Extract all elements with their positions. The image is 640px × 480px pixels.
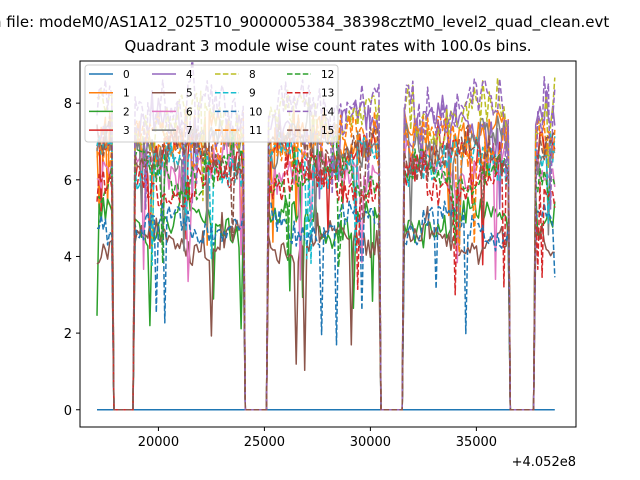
- plot-area: 20000 25000 30000 3500002468012345678910111…: [64, 60, 577, 450]
- series-line-5: [96, 205, 555, 411]
- legend-label: 15: [321, 125, 334, 137]
- axes-frame: [79, 60, 577, 428]
- legend-label: 6: [186, 106, 193, 118]
- chart-suptitle: n file: modeM0/AS1A12_025T10_9000005384_…: [0, 13, 609, 32]
- legend-label: 11: [249, 125, 262, 137]
- x-tick-label: 25000: [244, 435, 285, 450]
- chart-title: Quadrant 3 module wise count rates with …: [124, 37, 531, 55]
- legend-box: [84, 64, 339, 143]
- legend-label: 3: [123, 125, 130, 137]
- series-line-10: [96, 200, 556, 411]
- legend-label: 7: [186, 125, 193, 137]
- legend-label: 2: [123, 106, 130, 118]
- legend-label: 14: [321, 106, 335, 118]
- legend-label: 0: [123, 69, 130, 81]
- y-tick-label: 4: [64, 250, 72, 265]
- legend-label: 9: [249, 88, 256, 100]
- x-tick-label: 20000: [138, 435, 179, 450]
- legend-label: 4: [186, 69, 193, 81]
- y-tick-label: 0: [64, 404, 72, 419]
- legend-label: 10: [249, 106, 262, 118]
- x-tick-label: 30000: [350, 435, 391, 450]
- legend-label: 8: [249, 69, 256, 81]
- series-line-13: [96, 149, 556, 411]
- y-tick-label: 8: [64, 97, 72, 112]
- series-line-9: [96, 131, 556, 411]
- y-tick-label: 2: [64, 327, 72, 342]
- x-tick-label: 35000: [456, 435, 497, 450]
- legend-label: 5: [186, 88, 193, 100]
- y-tick-label: 6: [64, 174, 72, 189]
- series-line-12: [96, 129, 556, 411]
- x-offset-label: +4.052e8: [512, 455, 576, 470]
- legend-label: 1: [123, 88, 130, 100]
- legend-label: 12: [321, 69, 334, 81]
- legend-label: 13: [321, 88, 334, 100]
- series-line-2: [96, 177, 556, 411]
